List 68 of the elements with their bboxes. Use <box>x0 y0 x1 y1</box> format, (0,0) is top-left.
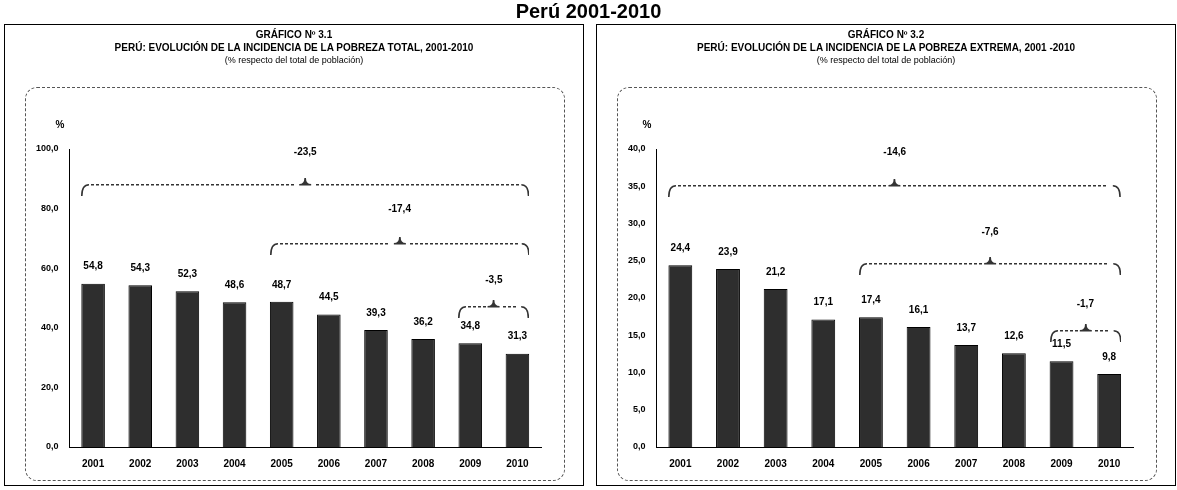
data-label: 34,8 <box>460 320 481 332</box>
annotation: -23,5 <box>293 145 317 157</box>
y-tick-label: 100,0 <box>35 143 59 154</box>
x-tick-label: 2002 <box>716 457 740 469</box>
data-label: 52,3 <box>177 267 198 279</box>
text: Perú 2001-2010 <box>514 0 663 22</box>
x-tick-label: 2008 <box>1002 457 1026 469</box>
x-tick-label: 2005 <box>270 457 294 469</box>
x-tick-label: 2010 <box>1098 457 1121 469</box>
data-label: 54,3 <box>130 261 151 273</box>
x-tick-label: 2008 <box>412 457 435 469</box>
annotation: -14,6 <box>883 145 907 157</box>
data-label: 17,1 <box>813 296 834 308</box>
y-tick-label: 15,0 <box>627 329 646 340</box>
data-label: 13,7 <box>956 321 977 333</box>
y-tick-label: 40,0 <box>627 143 646 154</box>
y-tick-label: 30,0 <box>627 217 646 228</box>
chart-title: GRÁFICO Nº 3.2 PERÚ: EVOLUCIÓN DE LA INCIDENCIA DE LA POBREZA EXTREMA, 2001 -2010 <box>696 28 1076 54</box>
x-tick-label: 2007 <box>364 457 388 469</box>
data-label: 16,1 <box>908 303 929 315</box>
data-label: 21,2 <box>765 265 786 277</box>
data-label: 39,3 <box>366 306 387 318</box>
y-tick-label: 40,0 <box>40 322 59 333</box>
x-tick-label: 2010 <box>506 457 529 469</box>
data-label: 36,2 <box>413 315 434 327</box>
x-tick-label: 2004 <box>223 457 247 469</box>
data-label: 31,3 <box>507 330 528 342</box>
x-tick-label: 2004 <box>812 457 835 469</box>
data-label: 9,8 <box>1102 350 1117 362</box>
annotation: -7,6 <box>981 226 999 238</box>
x-tick-label: 2005 <box>859 457 883 469</box>
y-tick-label: 20,0 <box>627 292 646 303</box>
y-tick-label: 35,0 <box>627 180 646 191</box>
data-label: 17,4 <box>861 294 882 306</box>
y-tick-label: 0,0 <box>633 441 646 452</box>
data-label: 12,6 <box>1004 329 1025 341</box>
x-tick-label: 2006 <box>317 457 341 469</box>
y-axis-title: % <box>55 119 65 130</box>
data-label: 44,5 <box>319 291 339 303</box>
x-tick-label: 2006 <box>907 457 931 469</box>
x-tick-label: 2002 <box>129 457 152 469</box>
chart-subtitle: (% respecto del total de población) <box>815 54 957 66</box>
chart-title: GRÁFICO Nº 3.1 PERÚ: EVOLUCIÓN DE LA INCIDENCIA DE LA POBREZA TOTAL, 2001-2010 <box>113 28 475 54</box>
annotation: -17,4 <box>388 202 411 214</box>
x-tick-label: 2007 <box>955 457 978 469</box>
data-label: 54,8 <box>83 260 104 272</box>
data-label: 48,7 <box>271 278 292 290</box>
x-tick-label: 2009 <box>459 457 482 469</box>
x-tick-label: 2003 <box>176 457 199 469</box>
y-tick-label: 0,0 <box>46 441 59 452</box>
data-label: 11,5 <box>1052 338 1072 350</box>
y-axis-title: % <box>642 119 652 130</box>
y-tick-label: 20,0 <box>40 381 59 392</box>
y-tick-label: 60,0 <box>40 262 59 273</box>
x-tick-label: 2003 <box>764 457 788 469</box>
x-tick-label: 2001 <box>669 457 692 469</box>
annotation: -3,5 <box>485 274 503 286</box>
x-tick-label: 2001 <box>81 457 105 469</box>
data-label: 24,4 <box>670 241 691 253</box>
y-tick-label: 25,0 <box>627 255 646 266</box>
y-tick-label: 5,0 <box>633 404 646 415</box>
chart-subtitle: (% respecto del total de población) <box>223 54 365 66</box>
y-tick-label: 80,0 <box>40 203 59 214</box>
x-tick-label: 2009 <box>1050 457 1074 469</box>
y-tick-label: 10,0 <box>627 366 646 377</box>
data-label: 23,9 <box>718 245 739 257</box>
data-label: 48,6 <box>224 278 245 290</box>
annotation: -1,7 <box>1076 297 1094 309</box>
